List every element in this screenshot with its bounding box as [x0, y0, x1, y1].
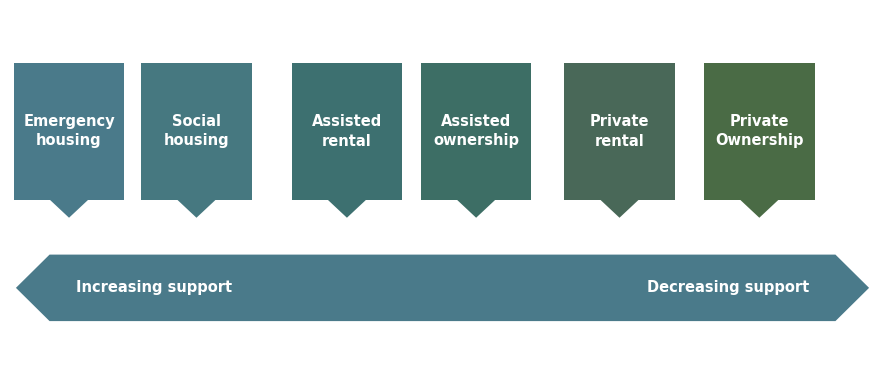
FancyBboxPatch shape: [14, 63, 124, 200]
Polygon shape: [50, 200, 88, 218]
FancyBboxPatch shape: [142, 63, 251, 200]
Text: Assisted
ownership: Assisted ownership: [433, 114, 519, 149]
Text: Emergency
housing: Emergency housing: [23, 114, 115, 149]
Text: Assisted
rental: Assisted rental: [312, 114, 382, 149]
Polygon shape: [177, 200, 216, 218]
Polygon shape: [600, 200, 639, 218]
FancyBboxPatch shape: [565, 63, 675, 200]
Text: Decreasing support: Decreasing support: [647, 280, 809, 295]
FancyBboxPatch shape: [704, 63, 815, 200]
FancyBboxPatch shape: [421, 63, 531, 200]
Text: Increasing support: Increasing support: [76, 280, 232, 295]
Polygon shape: [327, 200, 366, 218]
Text: Private
rental: Private rental: [589, 114, 650, 149]
Polygon shape: [457, 200, 496, 218]
FancyBboxPatch shape: [292, 63, 402, 200]
Text: Social
housing: Social housing: [164, 114, 229, 149]
Text: Private
Ownership: Private Ownership: [715, 114, 804, 149]
Polygon shape: [740, 200, 779, 218]
Polygon shape: [16, 255, 869, 321]
